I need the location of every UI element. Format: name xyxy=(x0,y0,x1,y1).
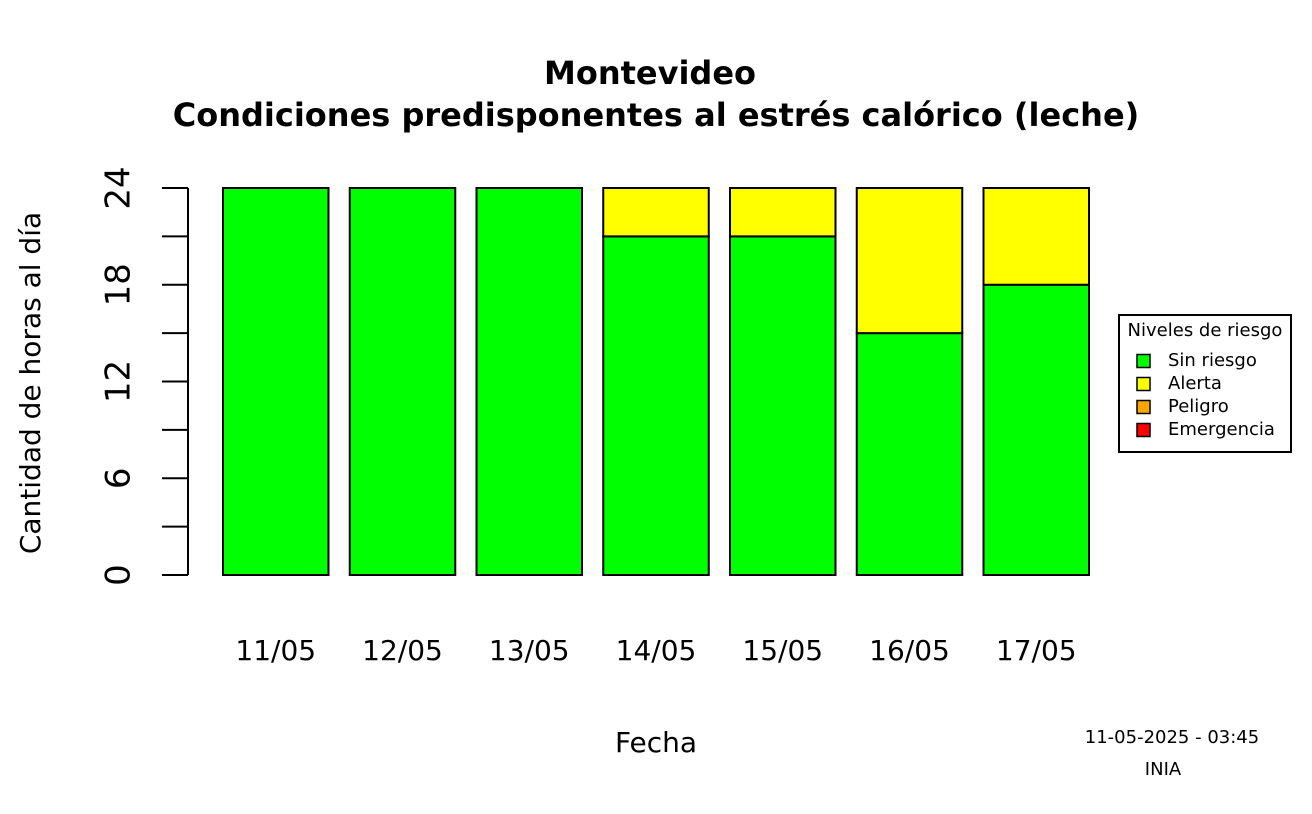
x-tick-label: 11/05 xyxy=(235,634,316,667)
y-tick-label: 6 xyxy=(99,467,139,489)
legend-swatch xyxy=(1136,399,1151,415)
bar-segment xyxy=(602,235,710,576)
bar-segment xyxy=(729,187,837,238)
chart-subtitle: Condiciones predisponentes al estrés cal… xyxy=(173,96,1140,134)
legend-label: Sin riesgo xyxy=(1168,350,1257,371)
legend-label: Peligro xyxy=(1168,396,1229,417)
legend-swatch xyxy=(1136,376,1151,392)
x-tick-label: 12/05 xyxy=(362,634,443,667)
bar-segment xyxy=(348,187,457,576)
x-tick-label: 15/05 xyxy=(742,634,823,667)
y-tick-label: 0 xyxy=(99,564,139,586)
legend-swatch xyxy=(1136,422,1151,438)
bar-segment xyxy=(602,187,710,238)
y-tick-label: 12 xyxy=(99,360,139,403)
x-axis-label: Fecha xyxy=(615,726,697,759)
bar-segment xyxy=(982,283,1090,576)
bar-segment xyxy=(982,187,1090,286)
bar-segment xyxy=(729,235,837,576)
bar-segment xyxy=(475,187,583,576)
y-tick-label: 18 xyxy=(99,263,139,306)
annotation: INIA xyxy=(1145,759,1182,780)
legend-swatch xyxy=(1136,353,1151,369)
annotation: 11-05-2025 - 03:45 xyxy=(1085,727,1259,748)
legend-title: Niveles de riesgo xyxy=(1128,320,1283,341)
chart-title: Montevideo xyxy=(544,54,756,92)
legend-label: Alerta xyxy=(1168,373,1222,394)
y-tick-label: 24 xyxy=(99,166,139,209)
bar-segment xyxy=(855,187,964,335)
legend-label: Emergencia xyxy=(1168,419,1275,440)
bar-segment xyxy=(222,187,330,576)
bar-segment xyxy=(855,332,964,576)
y-axis-label: Cantidad de horas al día xyxy=(14,212,47,554)
x-tick-label: 17/05 xyxy=(996,634,1077,667)
x-tick-label: 14/05 xyxy=(616,634,697,667)
x-tick-label: 13/05 xyxy=(489,634,570,667)
x-tick-label: 16/05 xyxy=(869,634,950,667)
